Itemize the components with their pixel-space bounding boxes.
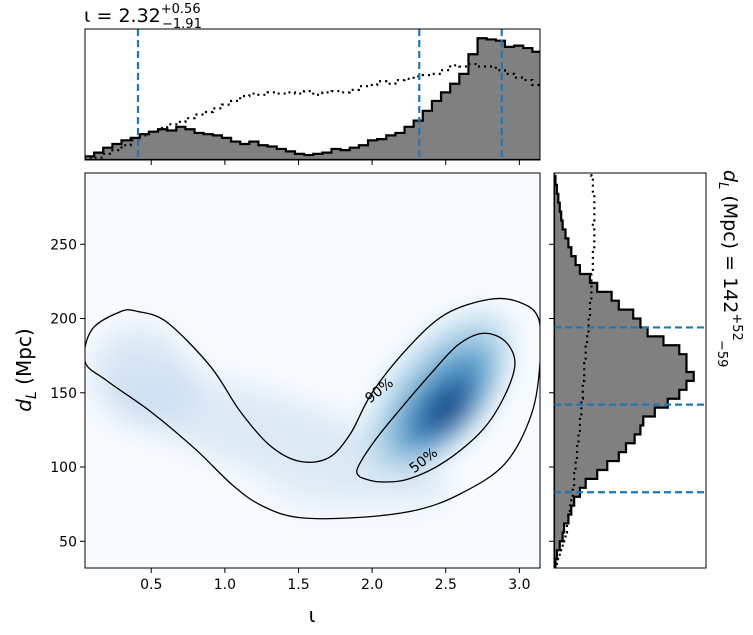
right-marginal-panel: dL (Mpc) = 142+52−59 [549, 170, 744, 569]
x-tick-label: 3.0 [508, 577, 530, 593]
top-marginal-ticks [150, 160, 520, 165]
y-tick-label: 100 [50, 460, 77, 476]
y-tick-label: 150 [50, 386, 77, 402]
x-axis-label: ι [309, 603, 316, 627]
x-tick-label: 2.0 [361, 577, 383, 593]
right-quantile-lines [554, 326, 706, 494]
x-tick-label: 1.5 [287, 577, 309, 593]
density-peak [433, 391, 465, 425]
x-tick-label: 1.0 [214, 577, 236, 593]
right-marginal-frame [553, 172, 707, 569]
top-title-lower: −1.91 [162, 17, 202, 32]
y-tick-label: 50 [59, 534, 77, 550]
top-title-prefix: ι = [84, 5, 118, 27]
credible-contours [85, 297, 540, 520]
density-bottom [267, 467, 388, 512]
top-marginal-frame [84, 28, 541, 161]
top-marginal-panel: ι = 2.32+0.56 −1.91 [84, 2, 541, 165]
right-title-lower: −59 [714, 340, 729, 367]
contour-90pct [85, 297, 540, 520]
top-posterior-histogram [85, 37, 540, 160]
y-axis-label: dL (Mpc) [12, 328, 40, 411]
x-tick-label: 0.5 [140, 577, 162, 593]
density-heatmap [91, 314, 509, 512]
right-posterior-histogram [554, 173, 695, 568]
top-title-upper: +0.56 [161, 2, 201, 17]
right-title-sub: L [715, 182, 730, 189]
joint-x-ticks: 0.5 1.0 1.5 2.0 2.5 3.0 [140, 568, 531, 593]
joint-frame [84, 172, 541, 569]
right-title-mid: (Mpc) = [719, 189, 741, 277]
right-title-upper: +52 [729, 313, 744, 340]
joint-y-ticks: 50 100 150 200 250 [50, 237, 85, 550]
x-tick-label: 2.5 [435, 577, 457, 593]
right-marginal-title: dL (Mpc) = 142+52−59 [714, 170, 744, 367]
density-left-lobe [91, 326, 197, 429]
top-marginal-title: ι = 2.32+0.56 −1.91 [84, 2, 202, 32]
contour-50pct [356, 332, 516, 483]
y-tick-label: 250 [50, 237, 77, 253]
right-marginal-ticks [549, 243, 554, 542]
top-title-median: 2.32 [118, 5, 160, 27]
joint-density [85, 297, 540, 520]
y-tick-label: 200 [50, 312, 77, 328]
right-title-median: 142 [719, 277, 741, 313]
right-title-d: d [719, 170, 741, 183]
